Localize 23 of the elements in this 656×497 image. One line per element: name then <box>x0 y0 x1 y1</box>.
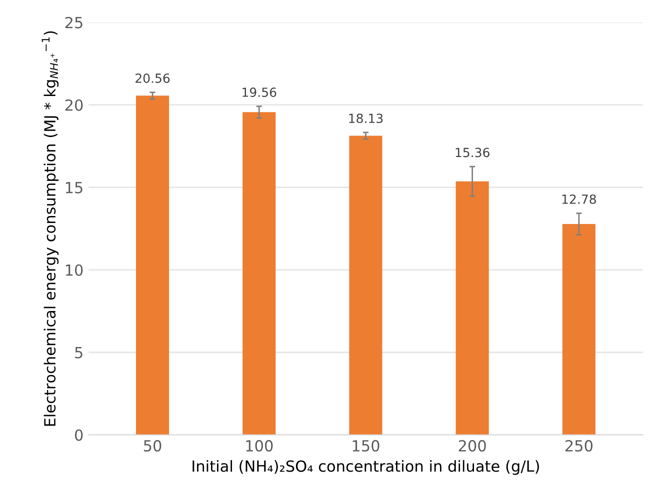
x-tick-label: 100 <box>246 440 273 452</box>
x-tick-label: 150 <box>352 440 380 452</box>
y-tick-label: 15 <box>66 182 82 194</box>
y-tick-label: 10 <box>66 264 83 276</box>
y-tick-label: 0 <box>74 429 83 441</box>
data-label: 15.36 <box>456 148 490 158</box>
bar <box>242 112 276 435</box>
y-axis-title: Electrochemical energy consumption (MJ * kg$_{NH₄⁺}$$^{−1}$) <box>42 31 59 426</box>
bar <box>456 181 489 435</box>
y-tick-label: 20 <box>65 99 83 111</box>
data-label: 20.56 <box>136 74 170 83</box>
data-label: 19.56 <box>242 88 276 97</box>
data-label: 12.78 <box>562 194 596 204</box>
x-tick-label: 200 <box>458 440 486 452</box>
x-axis-title: Initial (NH₄)₂SO₄ concentration in diluate (g/L) <box>192 460 539 475</box>
y-tick-label: 25 <box>65 16 82 28</box>
x-tick-label: 250 <box>565 440 592 452</box>
bar <box>562 224 596 435</box>
x-tick-label: 50 <box>144 440 162 452</box>
bar <box>136 96 170 435</box>
data-label: 18.13 <box>349 114 383 124</box>
bar <box>349 136 382 435</box>
y-tick-label: 5 <box>75 347 82 358</box>
